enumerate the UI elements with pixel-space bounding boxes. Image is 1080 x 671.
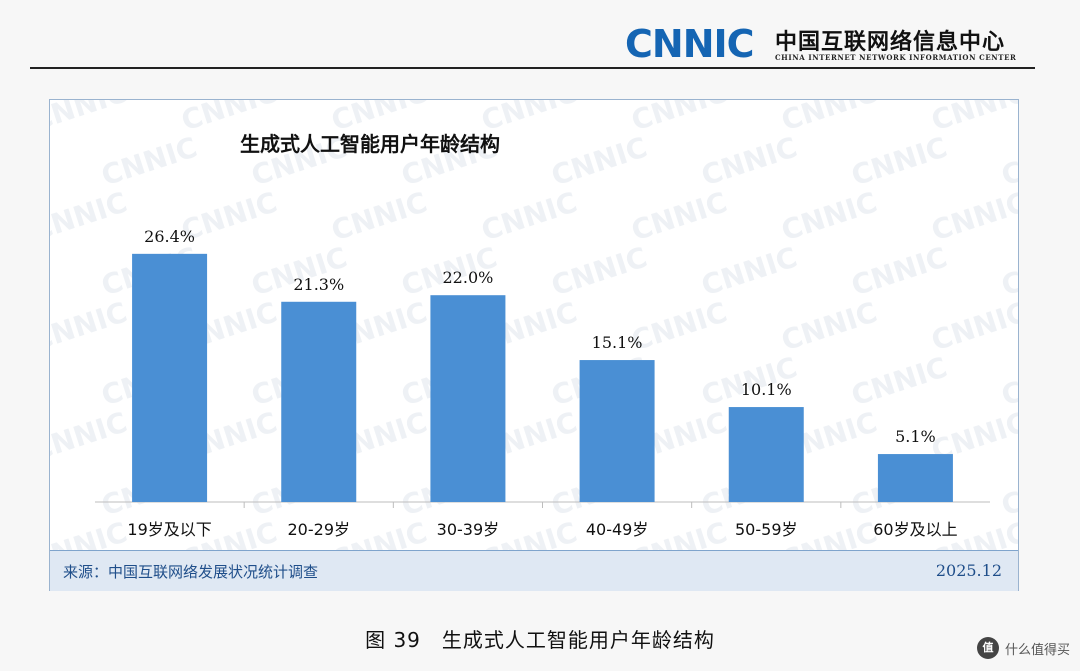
x-tick-label: 19岁及以下 bbox=[127, 520, 211, 539]
x-tick-label: 30-39岁 bbox=[437, 520, 500, 539]
x-tick-label: 60岁及以上 bbox=[873, 520, 957, 539]
x-tick-label: 50-59岁 bbox=[735, 520, 798, 539]
source-bar: 来源：中国互联网络发展状况统计调查 2025.12 bbox=[50, 550, 1018, 591]
bar bbox=[281, 301, 357, 502]
logo-mark: CNNIC bbox=[625, 22, 755, 66]
logo: CNNIC 中国互联网络信息中心 CHINA INTERNET NETWORK … bbox=[625, 22, 1035, 66]
chart-title: 生成式人工智能用户年龄结构 bbox=[240, 132, 500, 156]
bar-value-label: 26.4% bbox=[144, 227, 195, 246]
logo-english-name: CHINA INTERNET NETWORK INFORMATION CENTE… bbox=[775, 53, 1017, 62]
bar-chart: 26.4% 19岁及以下 21.3% 20-29岁 22.0% 30-39岁 15.1% 40… bbox=[95, 227, 990, 539]
x-tick-label: 40-49岁 bbox=[586, 520, 649, 539]
bar-value-label: 22.0% bbox=[443, 268, 494, 287]
bar bbox=[579, 360, 655, 502]
bar-value-label: 10.1% bbox=[741, 380, 792, 399]
credit-logo-icon: 值 bbox=[976, 637, 999, 659]
source-date: 2025.12 bbox=[935, 561, 1002, 580]
bar bbox=[132, 253, 208, 502]
chart-frame: CNNIC CNNIC CNNIC CNNIC CNNIC CNNIC CNNIC CNNIC… bbox=[49, 99, 1019, 591]
bar bbox=[728, 407, 804, 502]
bar-value-label: 15.1% bbox=[592, 333, 643, 352]
logo-chinese-name: 中国互联网络信息中心 bbox=[775, 30, 1006, 55]
site-credit: 值 什么值得买 bbox=[976, 637, 1070, 659]
x-tick-label: 20-29岁 bbox=[288, 520, 351, 539]
bar-value-label: 5.1% bbox=[895, 427, 936, 446]
bar bbox=[430, 295, 506, 502]
figure-caption: 图 39 生成式人工智能用户年龄结构 bbox=[365, 628, 715, 652]
header-divider bbox=[30, 67, 1035, 69]
source-text: 来源：中国互联网络发展状况统计调查 bbox=[63, 563, 319, 581]
credit-text: 什么值得买 bbox=[1004, 642, 1070, 658]
bar-value-label: 21.3% bbox=[293, 275, 344, 294]
bar bbox=[877, 454, 953, 502]
